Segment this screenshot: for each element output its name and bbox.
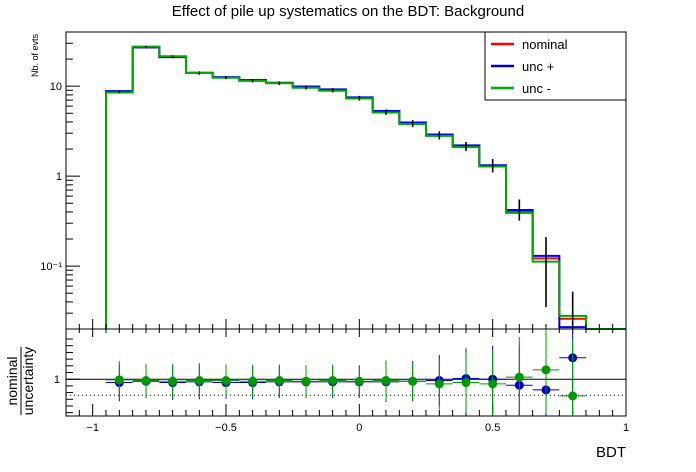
ratio-label-denominator: uncertainty xyxy=(20,347,36,415)
x-tick-label: −0.5 xyxy=(215,422,237,434)
top-y-tick-label: 10⁻¹ xyxy=(40,261,62,273)
ratio-point-unc- xyxy=(568,391,578,401)
x-tick-label: 0 xyxy=(356,422,362,434)
x-axis-label: BDT xyxy=(596,444,626,461)
top-y-tick-label: 1 xyxy=(56,171,62,183)
bottom-y-axis-label: nominal uncertainty xyxy=(4,347,36,415)
ratio-point-unc- xyxy=(354,376,364,386)
ratio-point-unc- xyxy=(408,376,418,386)
ratio-point-unc- xyxy=(248,376,258,386)
bottom-plot-frame xyxy=(65,328,627,417)
top-y-tick-label: 10 xyxy=(50,81,62,93)
ratio-point-unc- xyxy=(194,376,204,386)
ratio-point-unc- xyxy=(168,376,178,386)
bottom-y-tick-label: 1 xyxy=(54,374,60,386)
chart-title: Effect of pile up systematics on the BDT… xyxy=(172,3,524,20)
x-tick-label: −1 xyxy=(86,422,99,434)
x-tick-label: 1 xyxy=(623,422,629,434)
ratio-point-unc- xyxy=(461,378,471,388)
ratio-point-unc- xyxy=(114,375,124,385)
legend-label-unc-plus: unc + xyxy=(522,59,554,74)
legend-label-nominal: nominal xyxy=(522,37,568,52)
ratio-point-unc- xyxy=(381,376,391,386)
ratio-label-numerator: nominal xyxy=(4,356,20,405)
ratio-point-unc- xyxy=(434,379,444,389)
ratio-point-unc- xyxy=(274,376,284,386)
legend: nominal unc + unc - xyxy=(484,31,627,101)
bottom-panel: 1 −1 −0.5 0 0.5 1 xyxy=(54,328,629,434)
ratio-point-unc- xyxy=(541,365,551,375)
ratio-point-unc- xyxy=(301,376,311,386)
ratio-point-unc- xyxy=(141,376,151,386)
ratio-point-unc- xyxy=(328,376,338,386)
ratio-point-unc- xyxy=(221,376,231,386)
ratio-point-unc- xyxy=(488,379,498,389)
x-tick-label: 0.5 xyxy=(485,422,500,434)
legend-label-unc-minus: unc - xyxy=(522,81,551,96)
top-y-axis-label: Nb. of evts xyxy=(30,34,40,78)
ratio-point-unc- xyxy=(514,372,524,382)
